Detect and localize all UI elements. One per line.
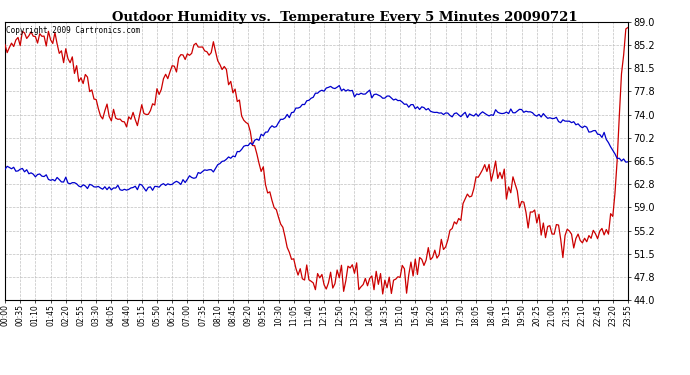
Text: Copyright 2009 Cartronics.com: Copyright 2009 Cartronics.com [6,26,140,35]
Text: Outdoor Humidity vs.  Temperature Every 5 Minutes 20090721: Outdoor Humidity vs. Temperature Every 5… [112,11,578,24]
